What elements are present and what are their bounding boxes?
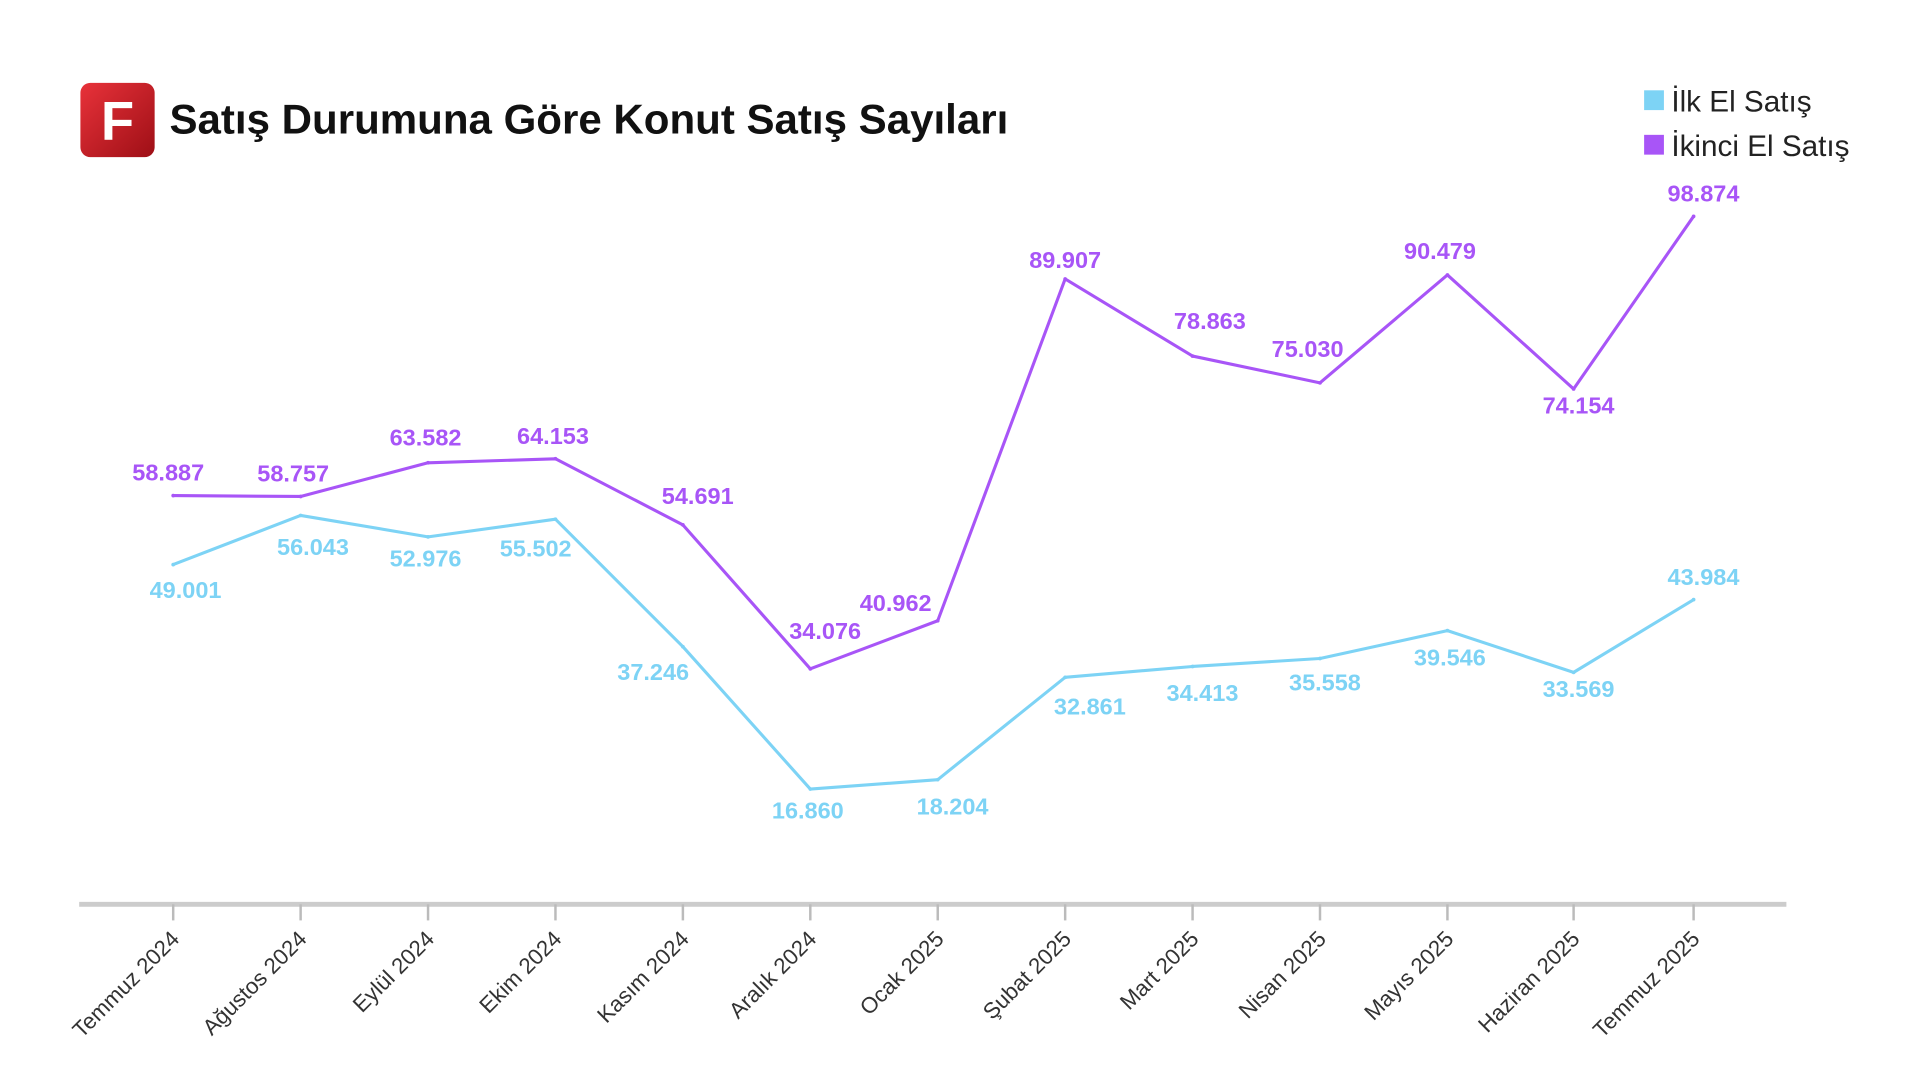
- data-point: [1318, 380, 1322, 385]
- data-label: 43.984: [1668, 564, 1740, 590]
- data-label: 16.860: [772, 798, 844, 824]
- data-label: 56.043: [277, 534, 349, 560]
- x-tick-label: Nisan 2025: [1234, 926, 1331, 1023]
- data-label: 34.076: [789, 618, 861, 644]
- x-tick-label: Ekim 2024: [474, 926, 566, 1018]
- data-point: [1445, 273, 1450, 277]
- data-label: 63.582: [390, 424, 462, 450]
- data-point: [1571, 670, 1576, 675]
- data-label: 54.691: [662, 483, 734, 509]
- data-label: 49.001: [150, 577, 222, 603]
- data-label: 52.976: [390, 546, 462, 572]
- data-point: [298, 494, 303, 499]
- data-point: [171, 562, 176, 567]
- chart-title: Satış Durumuna Göre Konut Satış Sayıları: [169, 96, 1008, 143]
- x-tick-label: Mayıs 2025: [1359, 926, 1458, 1025]
- data-label: 18.204: [917, 793, 989, 819]
- data-point: [1063, 675, 1068, 680]
- data-point: [935, 618, 940, 623]
- data-point: [1318, 656, 1322, 661]
- data-point: [935, 777, 940, 782]
- x-tick-label: Aralık 2024: [724, 926, 821, 1023]
- logo-letter: F: [101, 91, 134, 152]
- data-point: [681, 644, 685, 649]
- x-tick-label: Ocak 2025: [855, 926, 949, 1020]
- data-label: 58.757: [257, 461, 329, 487]
- data-label: 37.246: [617, 659, 689, 685]
- data-point: [808, 666, 813, 671]
- logo: F: [80, 82, 155, 158]
- data-label: 58.887: [132, 460, 204, 486]
- data-label: 89.907: [1029, 247, 1101, 273]
- data-point: [1445, 628, 1450, 633]
- x-tick-label: Temmuz 2025: [1588, 926, 1704, 1042]
- data-point: [553, 456, 558, 461]
- legend-swatch: [1644, 134, 1664, 155]
- legend-swatch: [1644, 90, 1664, 111]
- data-label: 74.154: [1543, 393, 1615, 419]
- data-label: 40.962: [860, 590, 932, 616]
- data-label: 55.502: [500, 535, 572, 561]
- data-label: 34.413: [1167, 680, 1239, 706]
- data-label: 33.569: [1543, 676, 1615, 702]
- data-point: [553, 517, 558, 522]
- data-point: [1190, 664, 1195, 669]
- x-tick-label: Haziran 2025: [1473, 926, 1584, 1037]
- legend-label: İlk El Satış: [1671, 85, 1811, 118]
- data-label: 98.874: [1668, 180, 1740, 206]
- data-point: [1190, 354, 1195, 358]
- x-tick-label: Şubat 2025: [978, 926, 1076, 1024]
- data-label: 32.861: [1054, 693, 1126, 719]
- legend-label: İkinci El Satış: [1671, 130, 1849, 163]
- data-point: [681, 523, 685, 527]
- x-tick-label: Eylül 2024: [348, 926, 439, 1017]
- data-point: [808, 787, 813, 791]
- data-label: 78.863: [1174, 308, 1246, 334]
- data-label: 35.558: [1289, 670, 1361, 696]
- data-point: [1691, 597, 1696, 602]
- x-tick-label: Ağustos 2024: [198, 926, 312, 1040]
- data-point: [298, 513, 303, 518]
- legend: İlk El Satış İkinci El Satış: [1644, 85, 1850, 163]
- data-label: 64.153: [517, 423, 589, 449]
- data-point: [1063, 277, 1068, 281]
- x-tick-label: Temmuz 2024: [68, 926, 184, 1042]
- data-point: [1691, 214, 1696, 219]
- data-point: [426, 460, 430, 465]
- data-label: 75.030: [1272, 336, 1344, 362]
- data-label: 39.546: [1414, 644, 1486, 670]
- data-point: [171, 493, 176, 498]
- x-tick-label: Kasım 2024: [592, 926, 694, 1028]
- x-tick-label: Mart 2025: [1115, 926, 1204, 1015]
- data-point: [426, 534, 430, 539]
- data-label: 90.479: [1404, 238, 1476, 264]
- data-point: [1571, 387, 1576, 391]
